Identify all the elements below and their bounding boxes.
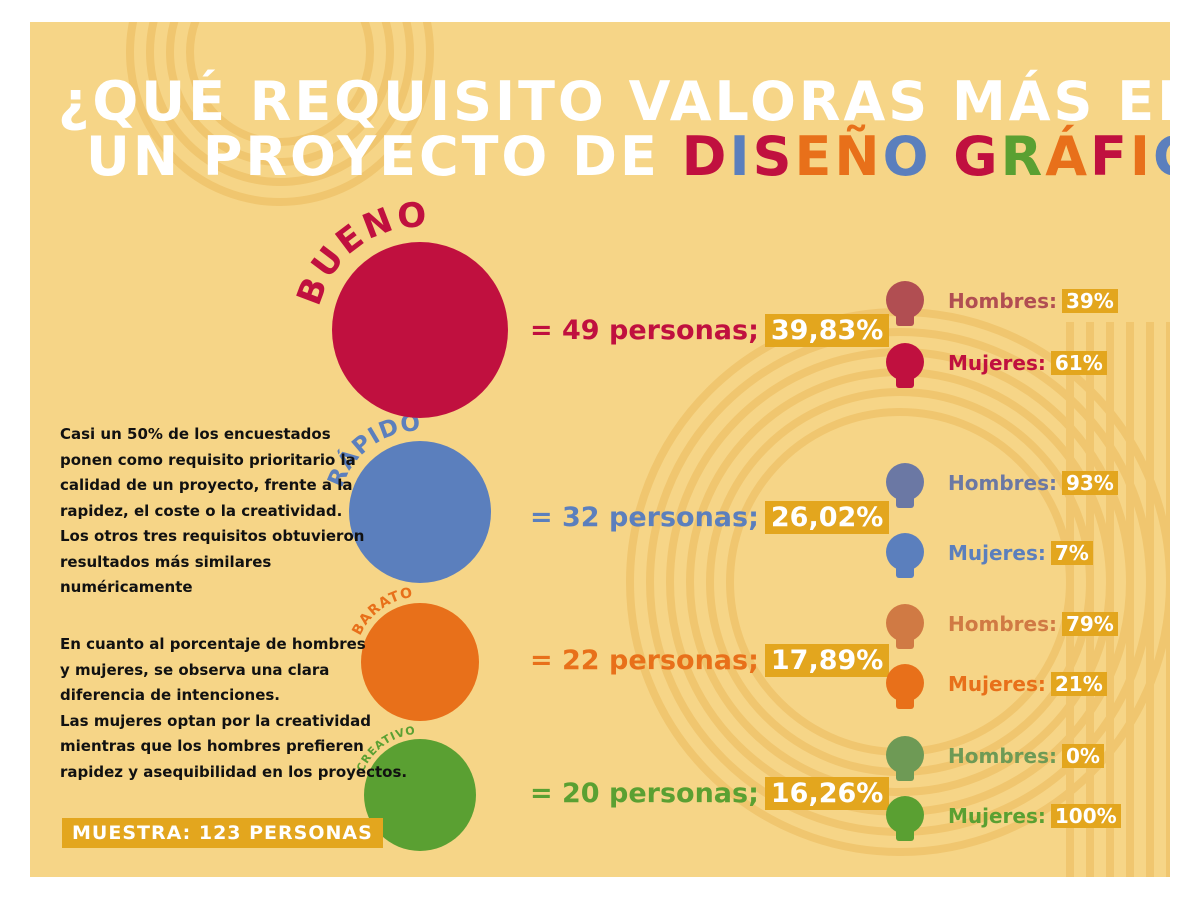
person-icon [886,281,924,326]
mujeres-label: Mujeres: [948,804,1046,828]
stat-row-1: = 49 personas; 39,83% [530,314,890,347]
mujeres-row-2: Mujeres: 7% [948,541,1093,565]
title-letter: I [1129,125,1153,188]
mujeres-label: Mujeres: [948,351,1046,375]
mujeres-row-4: Mujeres: 100% [948,804,1121,828]
decor-arc [126,22,434,206]
mujeres-percentage: 21% [1050,672,1107,696]
mujeres-percentage: 7% [1050,541,1093,565]
title-letter: D [681,125,730,188]
mujeres-row-3: Mujeres: 21% [948,672,1107,696]
hombres-percentage: 93% [1061,471,1118,495]
stat-percentage: 16,26% [764,777,890,810]
person-icon [886,463,924,508]
hombres-label: Hombres: [948,471,1057,495]
hombres-row-4: Hombres: 0% [948,744,1104,768]
stat-row-4: = 20 personas; 16,26% [530,777,890,810]
description-paragraph-2: En cuanto al porcentaje de hombres y muj… [60,635,408,781]
title-letter: S [752,125,795,188]
mujeres-label: Mujeres: [948,672,1046,696]
stat-row-2: = 32 personas; 26,02% [530,501,890,534]
stat-percentage: 39,83% [764,314,890,347]
title-letter: E [794,125,835,188]
person-icon [886,664,924,709]
hombres-row-2: Hombres: 93% [948,471,1118,495]
stat-count: = 32 personas; [530,502,759,533]
bubble-3 [361,603,479,721]
title-colored-words: DISEÑO GRÁFICO [682,125,1170,188]
person-icon [886,343,924,388]
title-letter: O [882,125,932,188]
title-letter: Á [1045,125,1091,188]
decor-arc [146,22,414,186]
person-icon [886,533,924,578]
mujeres-percentage: 61% [1050,351,1107,375]
title-letter: Ñ [834,125,883,188]
decor-arc [166,22,394,166]
title-prefix: UN PROYECTO DE [86,125,682,188]
title-letter: R [1000,125,1046,188]
hombres-label: Hombres: [948,612,1057,636]
title-letter: F [1090,125,1130,188]
title-letter: G [953,125,1001,188]
mujeres-row-1: Mujeres: 61% [948,351,1107,375]
person-icon [886,736,924,781]
decor-arc [706,388,1094,776]
stat-percentage: 26,02% [764,501,890,534]
hombres-percentage: 0% [1061,744,1104,768]
hombres-percentage: 79% [1061,612,1118,636]
decor-arc [686,368,1114,796]
hombres-label: Hombres: [948,289,1057,313]
title-letter: I [729,125,753,188]
hombres-row-3: Hombres: 79% [948,612,1118,636]
hombres-label: Hombres: [948,744,1057,768]
bubble-1 [332,242,508,418]
stat-count: = 49 personas; [530,315,759,346]
stat-percentage: 17,89% [764,644,890,677]
stat-row-3: = 22 personas; 17,89% [530,644,890,677]
bubble-2 [348,440,492,584]
hombres-row-1: Hombres: 39% [948,289,1118,313]
title-letter [931,125,953,188]
description-paragraph-1: Casi un 50% de los encuestados ponen com… [60,425,365,596]
mujeres-percentage: 100% [1050,804,1121,828]
title-letter: C [1153,125,1170,188]
title-line-1: ¿QUÉ REQUISITO VALORAS MÁS EN [58,70,1170,133]
mujeres-label: Mujeres: [948,541,1046,565]
person-icon [886,604,924,649]
sample-badge: MUESTRA: 123 PERSONAS [62,818,383,848]
stat-count: = 20 personas; [530,778,759,809]
decor-arc [186,22,374,146]
infographic-poster: ¿QUÉ REQUISITO VALORAS MÁS EN UN PROYECT… [30,22,1170,877]
title-line-2: UN PROYECTO DE DISEÑO GRÁFICO? [86,125,1170,188]
hombres-percentage: 39% [1061,289,1118,313]
person-icon [886,796,924,841]
stat-count: = 22 personas; [530,645,759,676]
